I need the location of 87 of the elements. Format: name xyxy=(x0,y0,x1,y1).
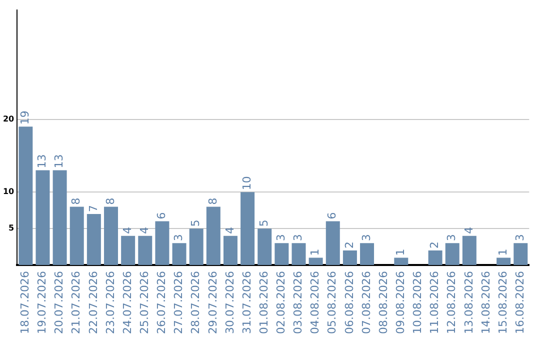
x-tick-label: 05.08.2026 xyxy=(326,271,339,334)
x-tick-label: 24.07.2026 xyxy=(120,271,134,334)
x-tick-label: 18.07.2026 xyxy=(18,271,32,334)
data-label: 6 xyxy=(326,212,339,220)
bar xyxy=(104,206,118,266)
data-label: 3 xyxy=(172,234,186,242)
x-tick-label: 19.07.2026 xyxy=(36,271,49,334)
x-tick-label: 28.07.2026 xyxy=(189,271,202,334)
x-tick-label: 22.07.2026 xyxy=(86,271,100,334)
x-tick-label: 04.08.2026 xyxy=(308,271,322,334)
data-label: 1 xyxy=(496,248,510,256)
data-label: 6 xyxy=(155,212,168,220)
x-tick-label: 14.08.2026 xyxy=(479,271,492,334)
x-tick-label: 02.08.2026 xyxy=(274,271,288,334)
x-tick-label: 30.07.2026 xyxy=(223,271,236,334)
data-label: 2 xyxy=(428,241,442,248)
bar xyxy=(172,243,186,266)
bar xyxy=(138,236,152,266)
x-tick-label: 27.07.2026 xyxy=(172,271,186,334)
bar xyxy=(258,228,272,266)
bar xyxy=(514,243,528,266)
x-tick-label: 08.08.2026 xyxy=(376,271,390,334)
bar xyxy=(240,192,255,266)
data-label: 5 xyxy=(257,220,270,227)
data-label: 1 xyxy=(394,248,408,256)
data-label: 3 xyxy=(445,234,458,242)
bar xyxy=(86,214,101,266)
bar xyxy=(342,250,357,266)
x-tick-label: 15.08.2026 xyxy=(496,271,510,334)
bar xyxy=(360,243,374,266)
bar xyxy=(428,250,442,266)
x-tick-label: 09.08.2026 xyxy=(394,271,408,334)
x-tick-label: 01.08.2026 xyxy=(257,271,270,334)
bar xyxy=(36,170,50,266)
x-tick-label: 31.07.2026 xyxy=(240,271,254,334)
x-tick-label: 23.07.2026 xyxy=(104,271,117,334)
data-label: 3 xyxy=(274,234,288,242)
data-label: 4 xyxy=(138,226,151,234)
x-tick-label: 25.07.2026 xyxy=(138,271,151,334)
data-label: 13 xyxy=(52,154,66,168)
y-tick-label: 20 xyxy=(2,114,15,124)
x-tick-label: 26.07.2026 xyxy=(155,271,168,334)
bar xyxy=(70,206,84,266)
bar xyxy=(326,221,340,266)
data-label: 8 xyxy=(104,198,117,205)
bar xyxy=(223,236,238,266)
data-label: 7 xyxy=(86,205,100,212)
data-label: 4 xyxy=(120,226,134,234)
bar xyxy=(155,221,170,266)
bar xyxy=(292,243,306,266)
data-label: 19 xyxy=(18,110,32,125)
data-label: 8 xyxy=(206,198,220,205)
bar xyxy=(496,258,511,266)
data-label: 2 xyxy=(342,241,356,248)
x-tick-label: 07.08.2026 xyxy=(360,271,373,334)
y-tick-label: 5 xyxy=(8,224,15,233)
data-label: 8 xyxy=(70,198,83,205)
x-tick-label: 12.08.2026 xyxy=(445,271,458,334)
data-label: 4 xyxy=(462,226,476,234)
x-tick-label: 13.08.2026 xyxy=(462,271,476,334)
data-label: 3 xyxy=(292,234,305,242)
bar xyxy=(206,206,220,266)
x-tick-label: 16.08.2026 xyxy=(513,271,526,334)
bar xyxy=(445,243,460,266)
x-tick-label: 06.08.2026 xyxy=(342,271,356,334)
x-tick-label: 10.08.2026 xyxy=(411,271,424,334)
bar xyxy=(308,258,323,266)
bar xyxy=(274,243,289,266)
bar xyxy=(394,258,408,266)
data-label: 5 xyxy=(189,220,202,227)
bar xyxy=(121,236,136,266)
bar xyxy=(462,236,476,266)
data-label: 1 xyxy=(308,248,322,256)
y-tick-label: 10 xyxy=(2,187,15,196)
x-tick-label: 03.08.2026 xyxy=(292,271,305,334)
x-tick-label: 29.07.2026 xyxy=(206,271,220,334)
bar xyxy=(18,126,33,266)
data-label: 3 xyxy=(513,234,526,242)
x-tick-label: 20.07.2026 xyxy=(52,271,66,334)
bar xyxy=(189,228,204,266)
bar xyxy=(52,170,67,266)
data-label: 4 xyxy=(223,226,236,234)
data-label: 13 xyxy=(36,154,49,168)
x-tick-label: 21.07.2026 xyxy=(70,271,83,334)
data-label: 3 xyxy=(360,234,373,242)
x-tick-label: 11.08.2026 xyxy=(428,271,442,334)
data-label: 10 xyxy=(240,176,254,190)
